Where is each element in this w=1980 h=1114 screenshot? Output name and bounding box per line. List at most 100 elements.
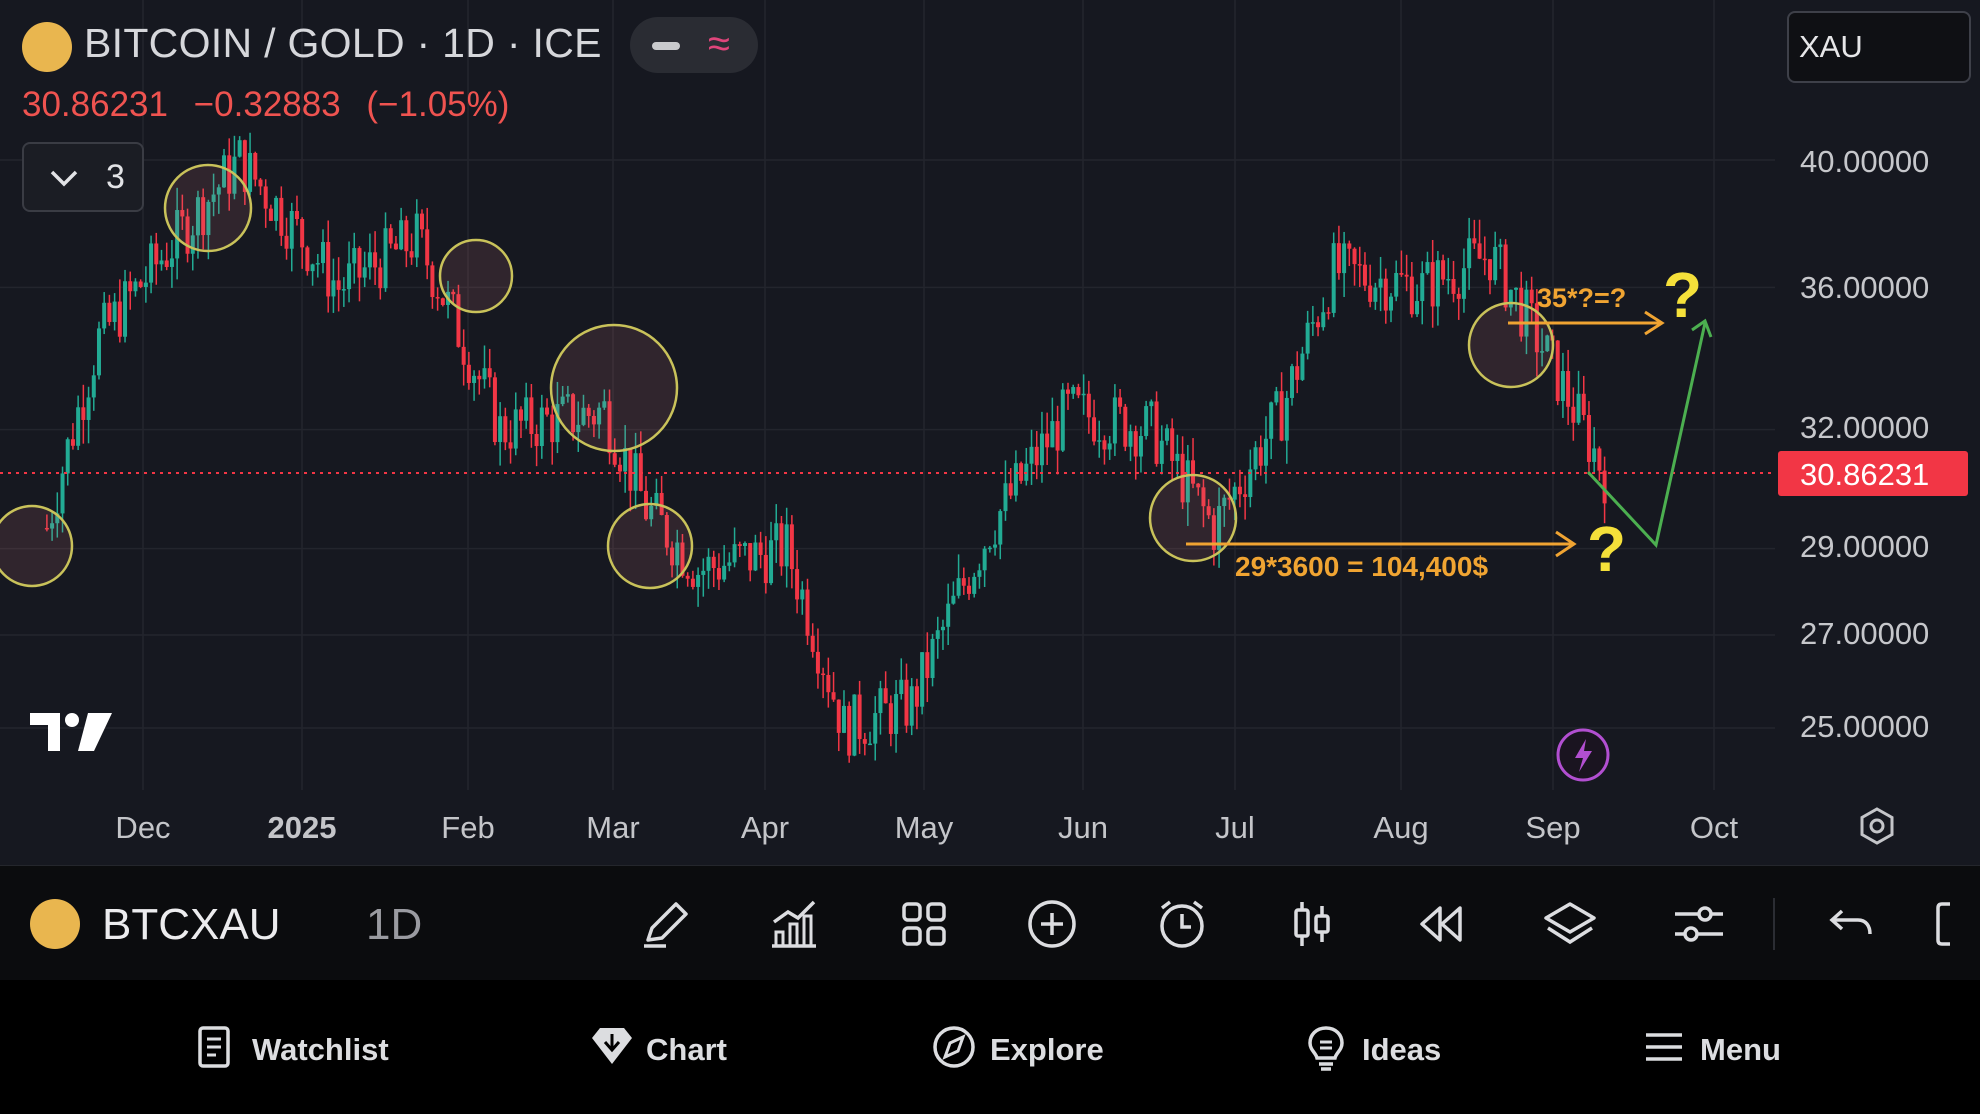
candle-body [1472, 238, 1477, 244]
candle-body [1133, 431, 1138, 457]
candle-body [133, 281, 138, 292]
candle-body [1290, 366, 1295, 398]
toolbar-symbol[interactable]: BTCXAU [102, 900, 281, 949]
candle-body [1519, 287, 1524, 337]
candle-body [1420, 273, 1425, 302]
candle-body [378, 267, 383, 289]
candle-body [560, 396, 565, 405]
symbol-search-input[interactable]: XAU [1787, 11, 1971, 83]
candle-body [555, 404, 560, 443]
hamburger-menu-icon [1646, 1033, 1682, 1061]
candle-body [425, 229, 430, 266]
candle-body [925, 652, 930, 678]
time-axis-label: 2025 [267, 810, 337, 845]
layers-icon[interactable] [1540, 894, 1600, 954]
candle-body [1227, 497, 1232, 500]
approx-icon[interactable]: ≈ [708, 22, 730, 66]
candle-body [1409, 276, 1414, 315]
price-axis-label: 25.00000 [1800, 709, 1930, 744]
candle-body [1019, 463, 1024, 481]
candle-body [1357, 264, 1362, 266]
candle-body [1154, 401, 1159, 464]
candle-body [128, 281, 133, 292]
time-axis-label: Jun [1058, 810, 1108, 845]
indicators-icon[interactable] [764, 894, 824, 954]
compass-icon [933, 1026, 975, 1068]
candle-body [1545, 335, 1550, 352]
candle-body [758, 542, 763, 555]
candle-body [1164, 428, 1169, 441]
candle-body [1597, 448, 1602, 471]
candle-body [675, 542, 680, 566]
candle-body [472, 375, 477, 383]
candle-body [659, 492, 664, 516]
candle-body [367, 252, 372, 268]
candle-body [904, 679, 909, 726]
time-axis-label: Dec [115, 810, 171, 845]
candle-body [1201, 487, 1206, 507]
gold-coin-icon [30, 899, 80, 949]
draw-pen-icon[interactable] [636, 894, 696, 954]
candle-body [268, 208, 273, 221]
candle-body [1404, 274, 1409, 277]
candle-body [836, 699, 841, 733]
undo-icon[interactable] [1820, 894, 1880, 954]
candle-body [1524, 289, 1529, 337]
candle-body [1123, 406, 1128, 447]
candle-body [685, 575, 690, 579]
layout-grid-icon[interactable] [894, 894, 954, 954]
candle-body [940, 626, 945, 631]
candle-body [690, 578, 695, 587]
indicators-collapse-button[interactable]: 3 [22, 142, 144, 212]
toolbar-divider [1773, 898, 1775, 950]
candle-body [1258, 447, 1263, 466]
settings-sliders-icon[interactable] [1669, 894, 1729, 954]
candle-body [279, 197, 284, 236]
candle-body [539, 407, 544, 447]
candle-body [628, 448, 633, 491]
candle-body [1534, 303, 1539, 353]
candle-body [654, 492, 659, 506]
candle-body [795, 569, 800, 600]
upper-question-mark: ? [1663, 259, 1703, 331]
candle-body [1336, 243, 1341, 274]
candle-body [1222, 497, 1227, 507]
price-chart[interactable] [0, 0, 1980, 865]
candle-body [1581, 393, 1586, 416]
candle-body [1081, 393, 1086, 396]
candle-body [1347, 243, 1352, 249]
time-axis-label: Sep [1525, 810, 1581, 845]
candle-body [91, 375, 96, 398]
candle-body [461, 346, 466, 365]
candle-body [727, 562, 732, 566]
chart-mode-toggle[interactable]: ≈ [630, 17, 758, 73]
toolbar-interval[interactable]: 1D [366, 900, 423, 949]
candle-body [393, 243, 398, 250]
replay-icon[interactable] [1410, 894, 1470, 954]
candle-body [815, 651, 820, 674]
candle-body [253, 152, 258, 180]
candle-body [800, 589, 805, 600]
candle-body [1602, 470, 1607, 504]
chart-settings-icon[interactable] [1857, 806, 1897, 846]
alarm-icon[interactable] [1152, 894, 1212, 954]
lightning-icon[interactable] [1555, 727, 1611, 783]
fullscreen-icon[interactable] [1920, 894, 1980, 954]
chart-area[interactable]: BITCOIN / GOLD · 1D · ICE 30.86231 −0.32… [0, 0, 1980, 865]
candle-body [1045, 433, 1050, 448]
candle-body [195, 197, 200, 236]
candle-body [1092, 417, 1097, 442]
candle-body [930, 638, 935, 678]
candle-body [763, 554, 768, 584]
candle-body [399, 220, 404, 250]
nav-chart-label: Chart [646, 1032, 727, 1067]
candle-body [935, 630, 940, 639]
add-icon[interactable] [1022, 894, 1082, 954]
minus-icon[interactable] [652, 42, 680, 50]
candle-body [206, 201, 211, 236]
candles-icon[interactable] [1282, 894, 1342, 954]
candle-body [185, 216, 190, 254]
candle-body [831, 692, 836, 700]
chart-title: BITCOIN / GOLD · 1D · ICE [84, 20, 602, 66]
candle-body [977, 570, 982, 577]
